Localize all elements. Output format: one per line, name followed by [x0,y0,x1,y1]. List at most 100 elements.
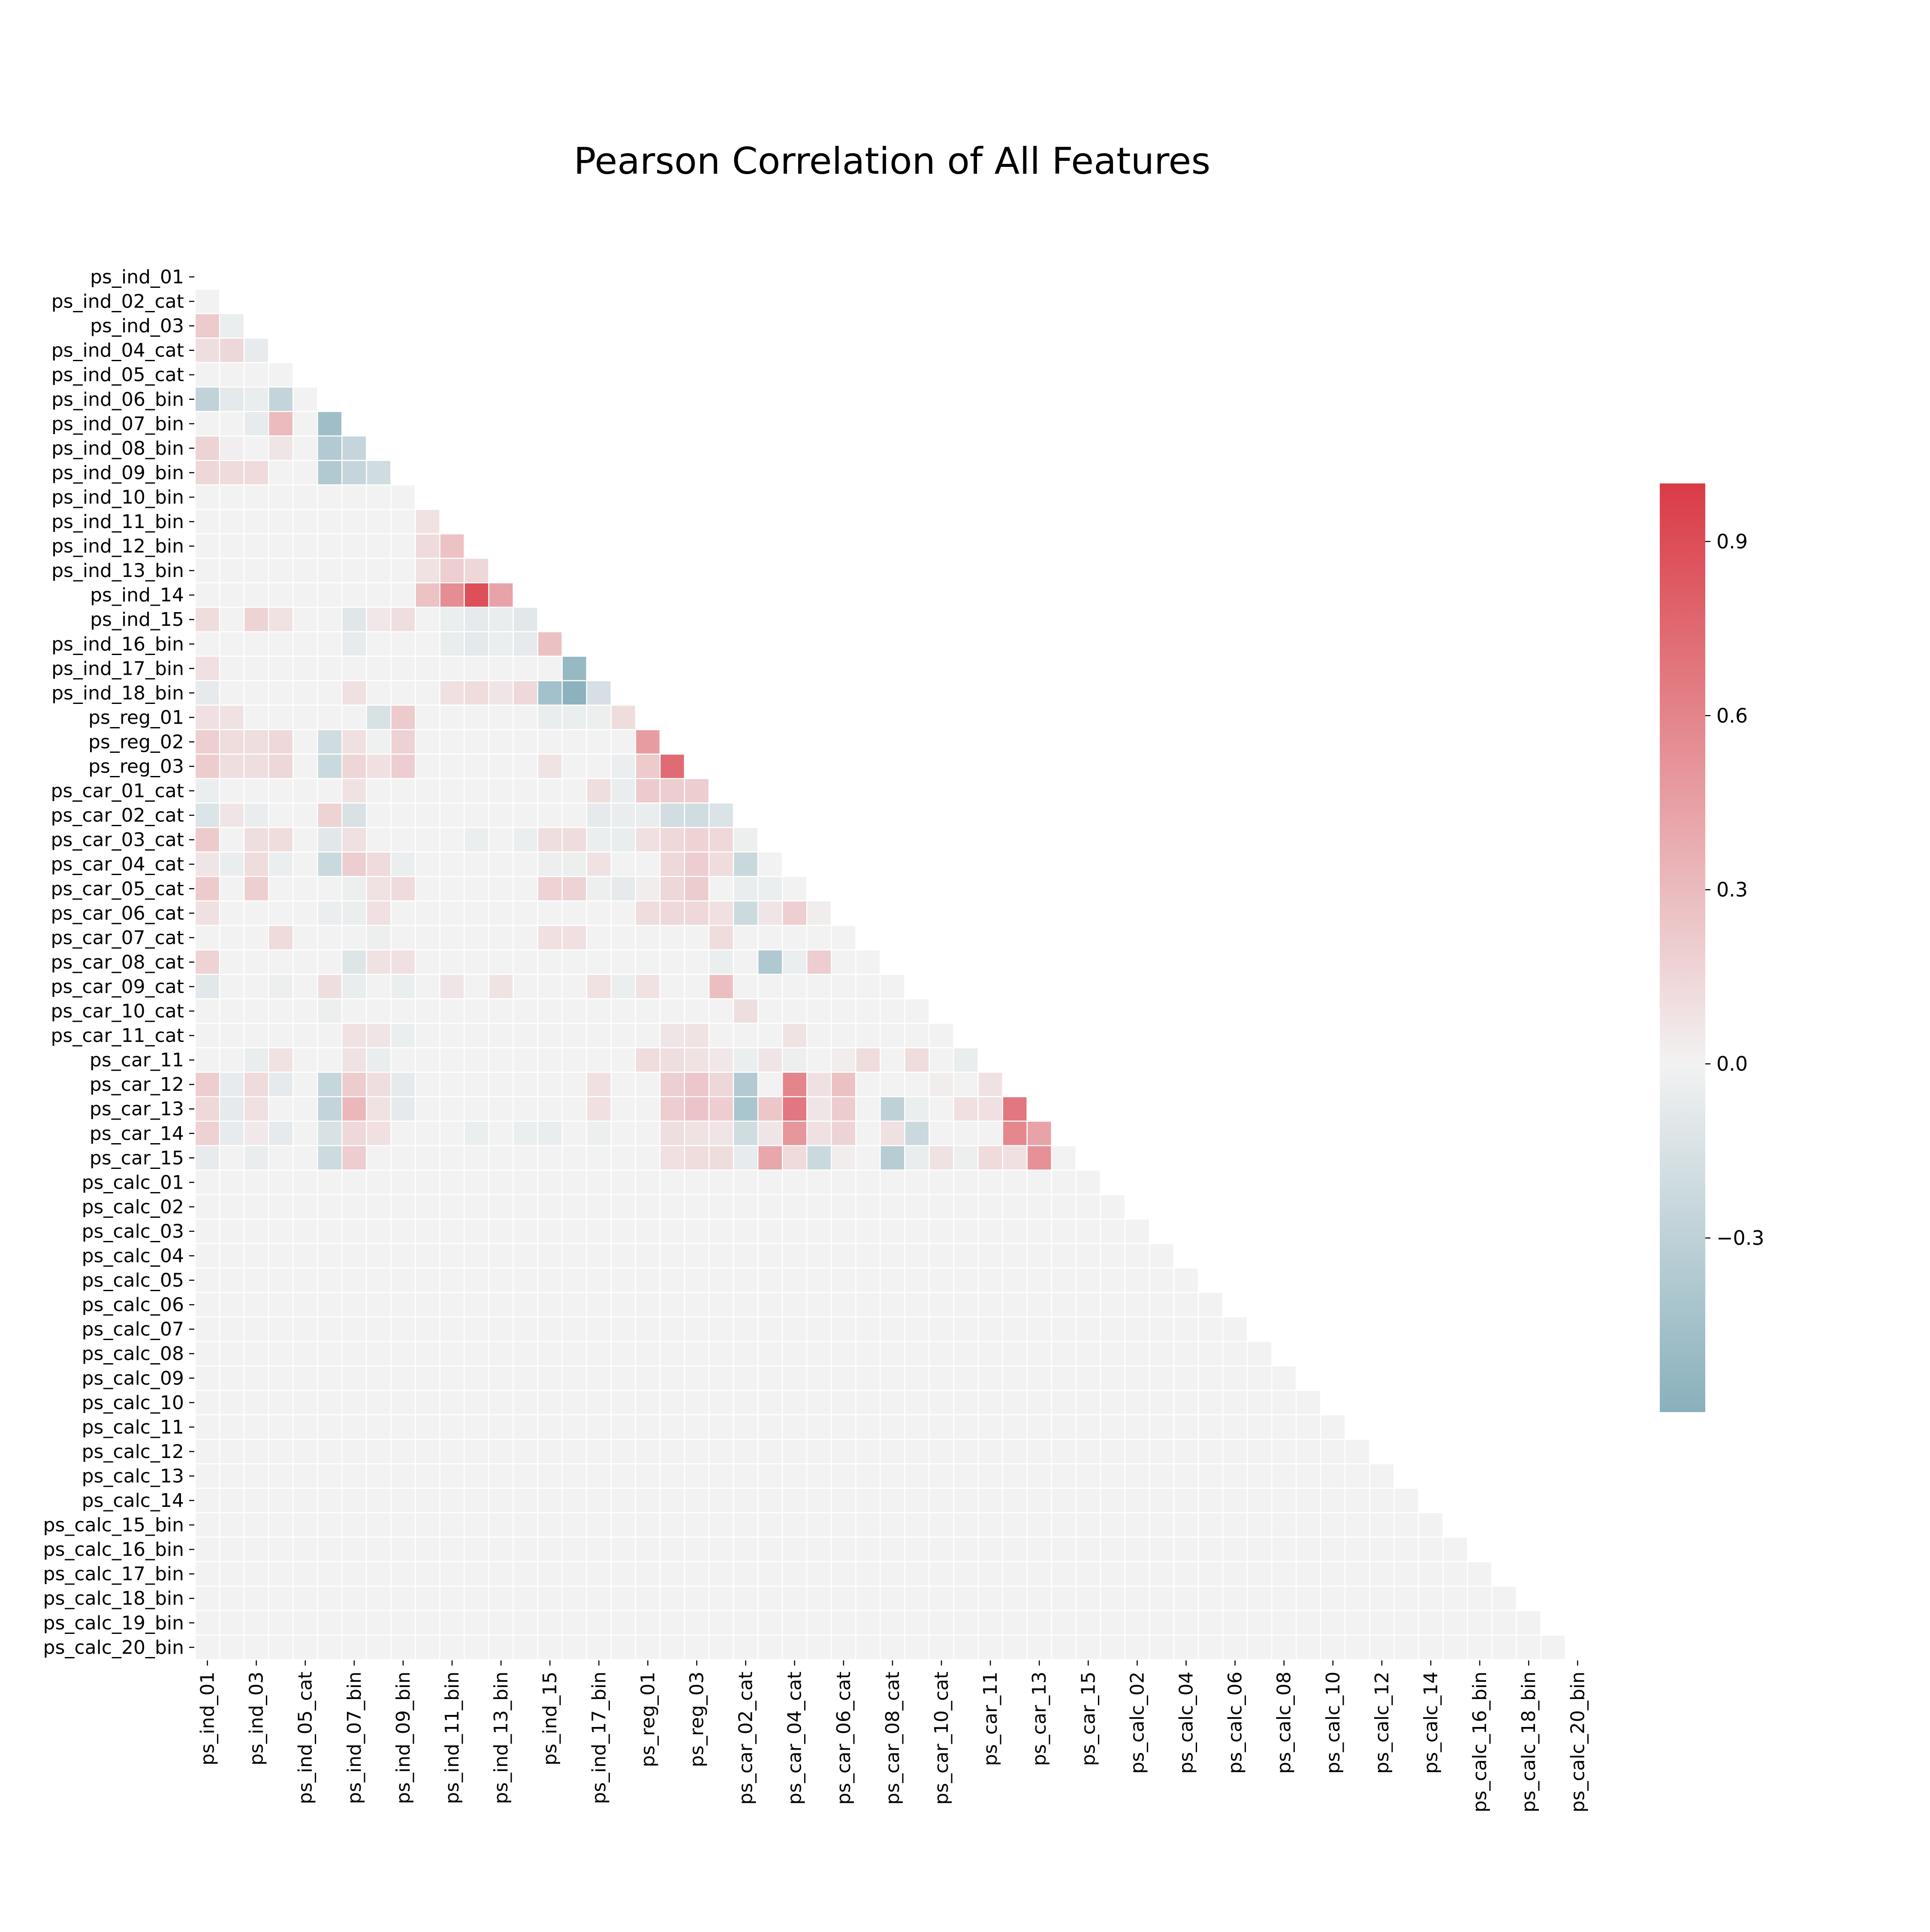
heatmap-cell [464,1488,489,1513]
heatmap-cell [243,1340,269,1367]
heatmap-cell [415,1439,440,1464]
heatmap-cell [1345,1634,1370,1660]
heatmap-cell [1100,1463,1126,1489]
heatmap-cell [219,1512,245,1538]
heatmap-cell [977,1096,1003,1122]
heatmap-cell [855,1316,881,1342]
heatmap-cell [390,778,416,804]
heatmap-cell [1026,1340,1052,1367]
heatmap-cell [268,533,294,559]
heatmap-cell [1075,1340,1101,1367]
heatmap-cell [1075,1463,1101,1489]
heatmap-cell [1002,1365,1028,1391]
heatmap-cell [317,827,343,853]
heatmap-cell [586,974,612,999]
heatmap-cell [1149,1561,1175,1587]
heatmap-cell [1296,1561,1321,1587]
heatmap-cell [1369,1585,1395,1611]
heatmap-cell [1100,1561,1126,1587]
heatmap-cell [1075,1610,1101,1636]
heatmap-cell [268,1096,294,1122]
heatmap-cell [1222,1390,1248,1416]
heatmap-cell [292,802,318,828]
heatmap-cell [586,802,612,828]
heatmap-cell [635,1047,661,1073]
heatmap-cell [513,680,538,706]
y-tick-label: ps_ind_16_bin [51,633,184,655]
heatmap-cell [194,1585,220,1611]
heatmap-cell [1075,1414,1101,1440]
heatmap-cell [390,827,416,853]
heatmap-cell [610,1340,636,1367]
y-tick-label: ps_car_13 [90,1098,184,1120]
heatmap-cell [1369,1488,1395,1513]
heatmap-cell [977,1365,1003,1391]
heatmap-cell [708,974,734,999]
heatmap-cell [757,851,783,877]
heatmap-cell [439,655,465,682]
heatmap-cell [610,1365,636,1391]
heatmap-cell [733,827,759,853]
heatmap-cell [904,1169,930,1195]
heatmap-cell [561,1634,588,1660]
heatmap-cell [831,974,856,999]
heatmap-cell [1271,1439,1297,1464]
heatmap-cell [586,1390,612,1416]
heatmap-cell [855,1365,881,1391]
heatmap-cell [659,998,685,1024]
heatmap-cell [733,1414,759,1440]
heatmap-cell [586,1267,612,1293]
heatmap-cell [268,1243,294,1269]
heatmap-cell [341,607,367,632]
heatmap-cell [268,1390,294,1416]
heatmap-cell [268,1292,294,1318]
heatmap-cell [366,1390,392,1416]
heatmap-cell [268,1537,294,1562]
heatmap-cell [268,1414,294,1440]
heatmap-cell [1026,1243,1052,1269]
heatmap-cell [219,558,245,583]
heatmap-cell [1026,1292,1052,1318]
heatmap-cell [194,1488,220,1513]
heatmap-cell [1345,1610,1370,1636]
heatmap-cell [1271,1463,1297,1489]
heatmap-cell [219,680,245,706]
heatmap-cell [1516,1610,1541,1636]
heatmap-cell [831,1243,856,1269]
heatmap-cell [341,631,367,657]
heatmap-cell [341,1169,367,1195]
heatmap-cell [757,998,783,1024]
heatmap-cell [733,974,759,999]
heatmap-cell [317,680,343,706]
heatmap-cell [243,1292,269,1318]
heatmap-cell [1173,1512,1199,1538]
heatmap-cell [1296,1610,1321,1636]
heatmap-cell [733,1488,759,1513]
heatmap-cell [904,1145,930,1171]
heatmap-cell [610,729,636,755]
heatmap-cell [341,802,367,828]
heatmap-cell [610,851,636,877]
heatmap-cell [366,1096,392,1122]
heatmap-cell [1124,1610,1150,1636]
heatmap-cell [366,1169,392,1195]
y-tick-label: ps_calc_17_bin [43,1563,184,1585]
heatmap-cell [1002,1169,1028,1195]
x-tick-label: ps_car_08_cat [882,1672,904,1805]
heatmap-cell [781,1340,808,1367]
heatmap-cell [1173,1634,1199,1660]
heatmap-cell [513,1488,538,1513]
heatmap-cell [1051,1512,1077,1538]
heatmap-cell [610,1243,636,1269]
heatmap-cell [610,1561,636,1587]
heatmap-cell [1075,1316,1101,1342]
heatmap-cell [243,1047,269,1073]
heatmap-cell [757,1512,783,1538]
heatmap-cell [1002,1414,1028,1440]
heatmap-cell [464,1047,489,1073]
heatmap-cell [757,1634,783,1660]
heatmap-cell [1246,1488,1273,1513]
heatmap-cell [1173,1610,1199,1636]
heatmap-cell [537,827,563,853]
heatmap-cell [1075,1439,1101,1464]
